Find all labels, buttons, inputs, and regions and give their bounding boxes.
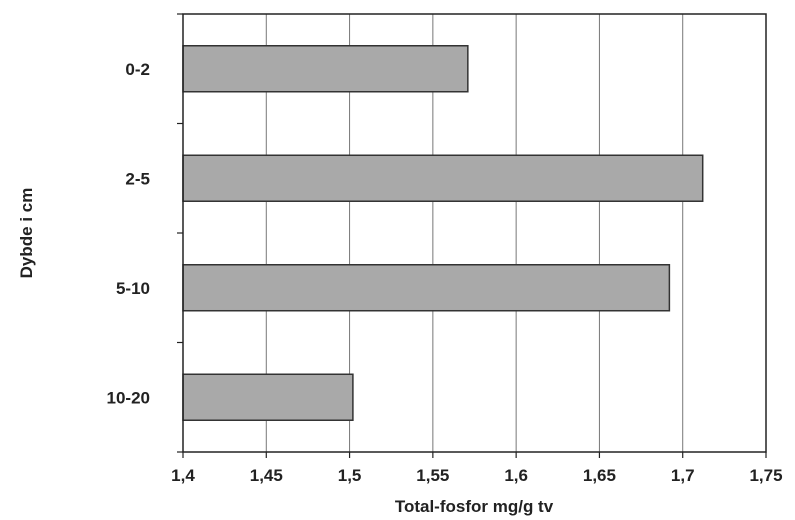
x-tick-labels: 1,4 1,45 1,5 1,55 1,6 1,65 1,7 1,75 [171, 466, 782, 485]
y-tick-labels: 0-2 2-5 5-10 10-20 [107, 60, 150, 408]
axis-ticks [177, 13, 767, 458]
y-tick-label: 10-20 [107, 388, 150, 407]
x-tick-label: 1,65 [583, 466, 616, 485]
bars [182, 45, 704, 421]
x-tick-label: 1,7 [671, 466, 695, 485]
x-axis-title: Total-fosfor mg/g tv [395, 497, 554, 516]
bar-0-2 [182, 45, 469, 93]
x-tick-label: 1,55 [416, 466, 449, 485]
x-tick-label: 1,4 [171, 466, 195, 485]
bar-10-20 [182, 373, 354, 421]
x-tick-label: 1,6 [504, 466, 528, 485]
x-tick-label: 1,5 [338, 466, 362, 485]
bar-2-5 [182, 154, 704, 202]
y-tick-label: 2-5 [125, 169, 150, 188]
y-tick-label: 5-10 [116, 279, 150, 298]
x-tick-label: 1,45 [250, 466, 283, 485]
x-tick-label: 1,75 [749, 466, 782, 485]
y-axis-title: Dybde i cm [17, 188, 36, 279]
bar-5-10 [182, 264, 671, 312]
y-tick-label: 0-2 [125, 60, 150, 79]
